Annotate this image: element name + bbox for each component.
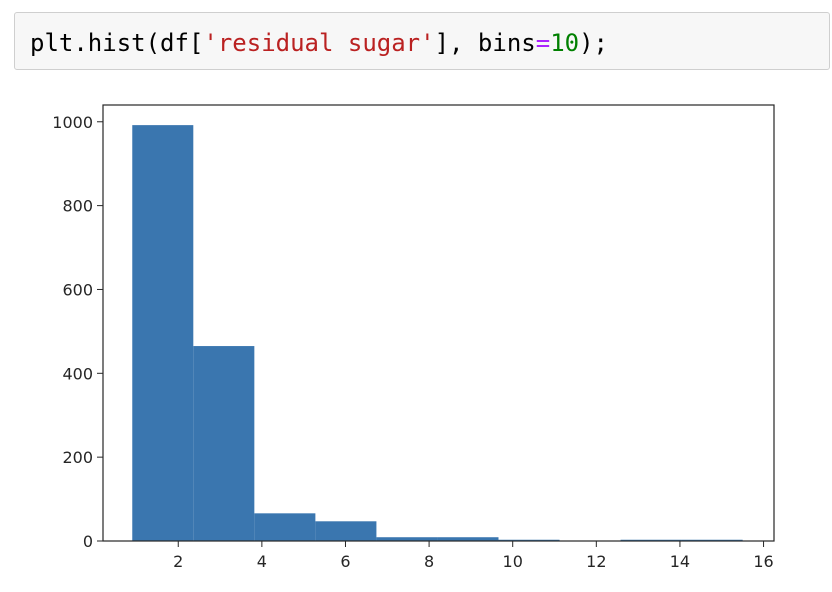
histogram-chart: 2 4 6 8 10 12 14 16 0 200 400 600 800 1000 xyxy=(52,104,775,571)
x-axis: 2 4 6 8 10 12 14 16 xyxy=(173,541,774,571)
code-cell[interactable]: plt.hist(df['residual sugar'], bins=10); xyxy=(14,12,830,70)
y-tick-label: 1000 xyxy=(52,113,93,132)
histogram-bars xyxy=(132,125,743,541)
histogram-bar xyxy=(132,125,194,541)
histogram-bar xyxy=(498,539,560,541)
x-tick-label: 8 xyxy=(424,552,434,571)
y-tick-label: 800 xyxy=(62,197,93,216)
plot-frame xyxy=(102,104,775,542)
histogram-bar xyxy=(254,513,316,541)
histogram-bar xyxy=(193,346,255,541)
code-token-string: 'residual sugar' xyxy=(203,29,435,57)
code-token-number: 10 xyxy=(550,29,580,57)
histogram-bar xyxy=(376,537,438,541)
code-token: ); xyxy=(579,29,608,57)
histogram-bar xyxy=(315,521,377,541)
x-tick-label: 16 xyxy=(753,552,773,571)
x-tick-label: 6 xyxy=(340,552,350,571)
y-tick-label: 0 xyxy=(83,532,93,551)
histogram-bar xyxy=(681,539,743,541)
code-line: plt.hist(df['residual sugar'], bins=10); xyxy=(30,29,608,57)
x-tick-label: 14 xyxy=(670,552,690,571)
x-tick-label: 4 xyxy=(257,552,267,571)
y-axis: 0 200 400 600 800 1000 xyxy=(52,113,103,551)
code-token: plt.hist(df[ xyxy=(30,29,204,57)
x-tick-label: 2 xyxy=(173,552,183,571)
code-token-operator: = xyxy=(535,29,551,57)
x-tick-label: 12 xyxy=(586,552,606,571)
y-tick-label: 200 xyxy=(62,448,93,467)
histogram-bar xyxy=(620,539,682,541)
y-tick-label: 400 xyxy=(62,364,93,383)
y-tick-label: 600 xyxy=(62,280,93,299)
x-tick-label: 10 xyxy=(503,552,523,571)
code-token: ], bins xyxy=(434,29,536,57)
histogram-bar xyxy=(437,537,499,541)
